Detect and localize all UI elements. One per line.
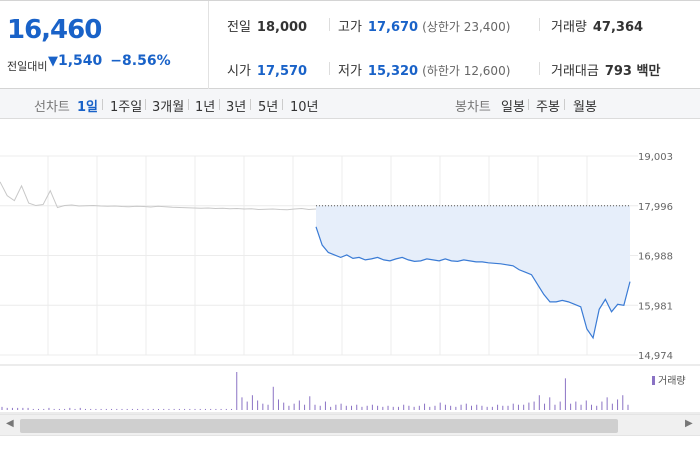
prev-close: 전일 18,000 <box>227 16 307 35</box>
low-value: 15,320 <box>367 64 419 79</box>
divider <box>539 62 540 75</box>
candle-chart-label: 봉차트 <box>455 100 491 115</box>
divider <box>188 99 189 110</box>
chart-scrollbar[interactable]: ◀ ▶ <box>0 414 700 436</box>
today-line <box>315 226 631 340</box>
y-tick-label: 14,974 <box>638 351 673 362</box>
candle-daily[interactable]: 일봉 <box>501 100 525 115</box>
trade-value-label: 거래대금 <box>551 64 599 79</box>
down-triangle-icon: ▼ <box>48 54 58 69</box>
period-3-months[interactable]: 3개월 <box>152 100 185 115</box>
divider <box>329 18 330 31</box>
y-tick-label: 16,988 <box>638 252 673 263</box>
volume-legend: 거래량 <box>652 372 686 387</box>
candle-weekly[interactable]: 주봉 <box>536 100 560 115</box>
period-bar: 선차트 1일 1주일 3개월 1년 3년 5년 10년 봉차트 일봉 주봉 월봉 <box>0 89 700 119</box>
y-tick-label: 15,981 <box>638 301 673 312</box>
volume-bars <box>1 372 629 410</box>
open-value: 17,570 <box>256 64 308 79</box>
lower-limit: (하한가 12,600) <box>422 64 511 78</box>
volume-value: 47,364 <box>592 20 644 35</box>
period-5-years[interactable]: 5년 <box>258 100 279 115</box>
open-price: 시가 17,570 <box>227 60 307 79</box>
divider <box>528 99 529 110</box>
area-fill <box>316 205 630 338</box>
low-label: 저가 <box>338 64 362 79</box>
divider <box>564 99 565 110</box>
scrollbar-thumb[interactable] <box>20 419 618 433</box>
prev-session-line <box>0 181 317 211</box>
line-chart-label: 선차트 <box>34 100 70 115</box>
prev-close-value: 18,000 <box>256 20 308 35</box>
prev-close-label: 전일 <box>227 20 251 35</box>
scroll-left-icon[interactable]: ◀ <box>6 418 14 429</box>
change-value: 1,540 <box>58 53 103 69</box>
divider <box>539 18 540 31</box>
price-chart: 19,003 17,996 16,988 15,981 14,974 <box>0 152 700 414</box>
divider <box>329 62 330 75</box>
period-1-week[interactable]: 1주일 <box>110 100 143 115</box>
price-lines <box>0 181 631 340</box>
scroll-right-icon[interactable]: ▶ <box>685 418 693 429</box>
trade-value: 거래대금 793 백만 <box>551 60 660 79</box>
volume-legend-label: 거래량 <box>658 376 686 387</box>
today-area <box>316 205 630 338</box>
price-box: 16,460 전일대비 ▼1,540 −8.56% <box>0 1 209 89</box>
divider <box>250 99 251 110</box>
divider <box>145 99 146 110</box>
open-label: 시가 <box>227 64 251 79</box>
divider <box>102 99 103 110</box>
period-1-day[interactable]: 1일 <box>77 100 99 115</box>
y-axis-ticks: 19,003 17,996 16,988 15,981 14,974 <box>638 152 673 362</box>
change-row: ▼1,540 −8.56% <box>48 53 171 69</box>
y-tick-label: 19,003 <box>638 152 673 163</box>
candle-monthly[interactable]: 월봉 <box>573 100 597 115</box>
upper-limit: (상한가 23,400) <box>422 20 511 34</box>
high-label: 고가 <box>338 20 362 35</box>
high-value: 17,670 <box>367 20 419 35</box>
divider <box>282 99 283 110</box>
divider <box>219 99 220 110</box>
quote-panel: 16,460 전일대비 ▼1,540 −8.56% 전일 18,000 고가 17,6… <box>0 0 700 89</box>
volume-label: 거래량 <box>551 20 587 35</box>
period-1-year[interactable]: 1년 <box>195 100 216 115</box>
change-percent: −8.56% <box>110 53 171 69</box>
low-price: 저가 15,320 (하한가 12,600) <box>338 60 510 79</box>
change-label: 전일대비 <box>7 60 48 73</box>
y-tick-label: 17,996 <box>638 202 673 213</box>
volume-legend-swatch <box>652 376 655 385</box>
high-price: 고가 17,670 (상한가 23,400) <box>338 16 510 35</box>
period-10-years[interactable]: 10년 <box>290 100 319 115</box>
current-price: 16,460 <box>7 15 102 45</box>
period-3-years[interactable]: 3년 <box>226 100 247 115</box>
trade-value-amount: 793 백만 <box>604 64 661 79</box>
volume: 거래량 47,364 <box>551 16 643 35</box>
